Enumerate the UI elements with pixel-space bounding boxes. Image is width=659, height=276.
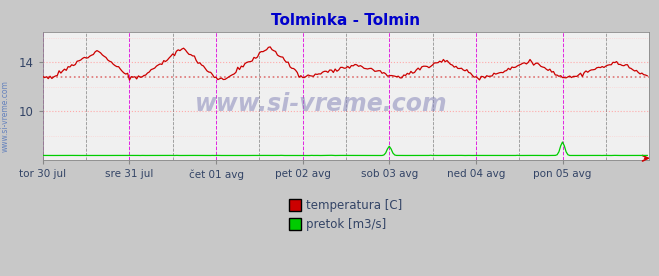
Text: www.si-vreme.com: www.si-vreme.com: [196, 92, 448, 116]
Text: www.si-vreme.com: www.si-vreme.com: [1, 80, 10, 152]
Legend: temperatura [C], pretok [m3/s]: temperatura [C], pretok [m3/s]: [289, 199, 403, 231]
Title: Tolminka - Tolmin: Tolminka - Tolmin: [272, 13, 420, 28]
